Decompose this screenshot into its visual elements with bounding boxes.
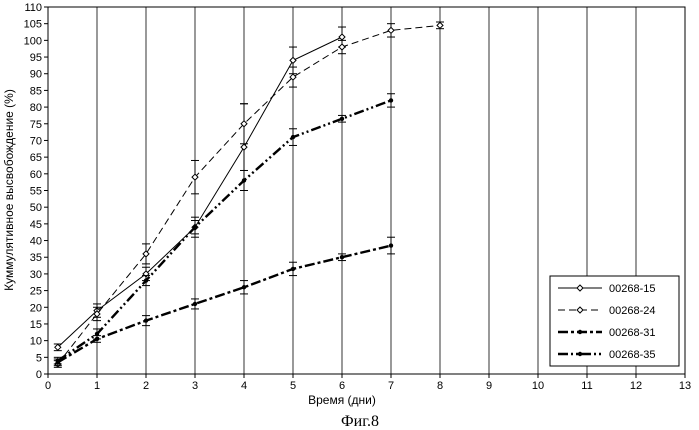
release-chart: 0510152025303540455055606570758085909510… [0,0,699,430]
y-tick-label: 50 [30,202,42,214]
x-tick-label: 8 [437,380,443,392]
y-tick-label: 45 [30,219,42,231]
data-point-00268-35 [291,135,295,139]
x-tick-label: 5 [290,380,296,392]
x-tick-label: 0 [45,380,51,392]
y-tick-label: 100 [24,35,42,47]
data-point-00268-35 [95,332,99,336]
y-tick-label: 70 [30,135,42,147]
data-point-00268-15 [290,57,296,63]
y-tick-label: 25 [30,286,42,298]
x-tick-label: 6 [339,380,345,392]
series-line-00268-15 [58,37,342,347]
y-tick-label: 35 [30,252,42,264]
data-point-00268-35 [144,278,148,282]
x-tick-label: 4 [241,380,247,392]
figure-caption: Фиг.8 [341,413,379,430]
y-tick-label: 75 [30,119,42,131]
x-tick-label: 12 [630,380,642,392]
data-point-00268-31 [242,285,246,289]
y-tick-label: 10 [30,336,42,348]
y-tick-label: 110 [24,2,42,14]
x-tick-labels: 012345678910111213 [45,380,691,392]
x-tick-label: 3 [192,380,198,392]
legend-marker-00268-35 [578,352,582,356]
y-tick-label: 105 [24,19,42,31]
y-tick-label: 5 [36,352,42,364]
x-tick-label: 13 [679,380,691,392]
legend-marker-00268-31 [578,330,582,334]
x-tick-label: 10 [532,380,544,392]
series-line-00268-31 [58,246,391,363]
data-point-00268-31 [389,243,393,247]
x-tick-label: 11 [581,380,592,392]
y-tick-label: 60 [30,169,42,181]
y-tick-label: 80 [30,102,42,114]
data-point-00268-35 [340,117,344,121]
y-tick-label: 20 [30,302,42,314]
data-point-00268-31 [193,302,197,306]
y-tick-label: 30 [30,269,42,281]
y-tick-label: 15 [30,319,42,331]
data-point-00268-24 [388,27,394,33]
y-tick-label: 55 [30,186,42,198]
data-point-00268-31 [291,267,295,271]
legend-label: 00268-31 [609,327,656,339]
series-layer [54,22,444,367]
y-tick-label: 85 [30,85,42,97]
data-point-00268-35 [242,178,246,182]
legend: 00268-15 00268-24 00268-31 00268-35 [550,276,679,366]
y-tick-label: 90 [30,69,42,81]
data-point-00268-15 [339,34,345,40]
y-tick-label: 0 [36,369,42,381]
data-point-00268-35 [193,225,197,229]
series-line-00268-35 [58,100,391,360]
legend-label: 00268-15 [609,283,656,295]
data-point-00268-35 [389,98,393,102]
x-tick-label: 1 [94,380,100,392]
x-tick-label: 9 [486,380,492,392]
x-tick-label: 7 [388,380,394,392]
y-tick-label: 65 [30,152,42,164]
data-point-00268-31 [340,255,344,259]
data-point-00268-24 [437,22,443,28]
series-00268-31 [54,237,395,365]
y-tick-labels: 0 5 10 15 20 25 30 35 40 45 50 55 60 65 70 75 80 85 90 95 10… [24,2,42,381]
y-tick-label: 40 [30,236,42,248]
y-tick-label: 95 [30,52,42,64]
y-axis-title: Куммулятивное высвобождение (%) [2,89,16,291]
x-axis-title: Время (дни) [308,393,376,407]
legend-label: 00268-35 [609,349,656,361]
legend-label: 00268-24 [609,305,656,317]
data-point-00268-24 [339,44,345,50]
series-00268-35 [54,94,395,364]
data-point-00268-15 [241,144,247,150]
data-point-00268-31 [144,318,148,322]
x-tick-label: 2 [143,380,149,392]
data-point-00268-35 [56,358,60,362]
